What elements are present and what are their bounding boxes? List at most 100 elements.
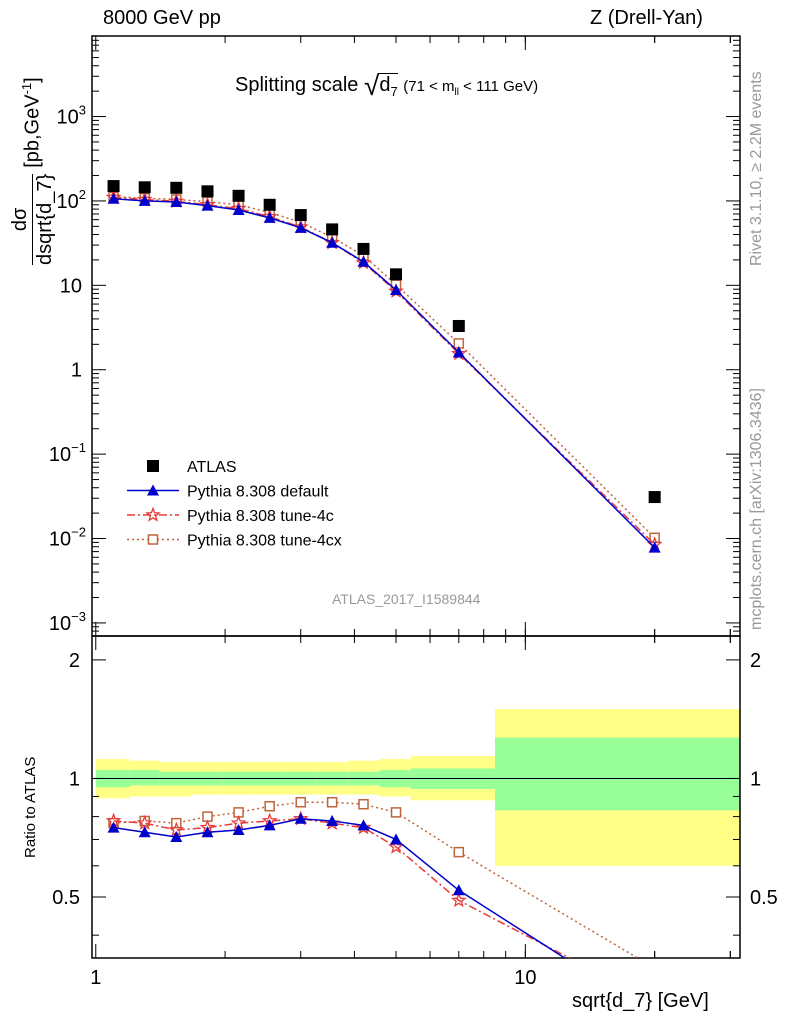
plot-title-symbol: d7 — [379, 73, 398, 99]
main-pythia-8-308-default-point — [648, 541, 661, 553]
ratio-pythia-8-308-default-point — [170, 831, 183, 843]
analysis-watermark: ATLAS_2017_I1589844 — [332, 591, 481, 607]
legend-marker — [147, 534, 159, 545]
ratio-pythia-8-308-tune-4cx-point — [390, 807, 402, 818]
legend-label: Pythia 8.308 tune-4cx — [187, 533, 342, 550]
main-atlas-point — [390, 268, 403, 281]
title-symbol-d: d — [379, 74, 391, 96]
main-atlas-point — [648, 491, 661, 504]
y-tick-label: 10 — [60, 275, 82, 297]
legend-label: Pythia 8.308 tune-4c — [187, 508, 334, 525]
ratio-pythia-8-308-default-point — [138, 826, 151, 838]
ratio-pythia-8-308-tune-4c-point — [136, 814, 153, 830]
main-pythia-8-308-default-point — [263, 211, 276, 223]
y-axis-unit-text: [pb,GeV — [21, 94, 44, 168]
y-tick-label: 103 — [57, 103, 86, 129]
ratio-y-tick-label-left: 0.5 — [52, 887, 80, 909]
main-pythia-8-308-default-point — [232, 204, 245, 216]
main-pythia-8-308-default-point — [357, 255, 370, 267]
energy-label: 8000 GeV pp — [103, 7, 221, 29]
title-range-text: (71 < m — [403, 78, 455, 95]
ratio-plot-frame — [91, 635, 741, 959]
y-axis-title: dσ dsqrt{d_7} [pb,GeV-1] — [4, 35, 60, 265]
title-range-sub: ll — [454, 87, 459, 98]
main-pythia-8-308-default-point — [294, 221, 307, 233]
ratio-pythia-8-308-default-point — [294, 812, 307, 824]
ratio-pythia-8-308-tune-4cx-point — [453, 846, 465, 858]
rivet-version-label: Rivet 3.1.10, ≥ 2.2M events — [748, 71, 765, 266]
title-range-tail: < 111 GeV) — [459, 78, 539, 95]
ratio-pythia-8-308-default-point — [263, 819, 276, 831]
main-atlas-point — [294, 209, 307, 222]
y-tick-label: 10−1 — [49, 440, 86, 466]
main-atlas-point — [232, 189, 245, 202]
title-symbol-sub: 7 — [390, 84, 398, 99]
y-tick-label: 102 — [57, 187, 86, 213]
green-band-bin — [495, 737, 740, 811]
y-axis-unit-sup: -1 — [19, 82, 35, 95]
y-tick-label: 10−3 — [49, 609, 86, 635]
legend-marker — [147, 460, 159, 472]
legend-marker — [147, 484, 159, 496]
main-atlas-point — [170, 181, 183, 194]
x-axis-title: sqrt{d_7} [GeV] — [572, 990, 709, 1012]
main-pythia-8-308-default-point — [201, 199, 214, 211]
main-pythia-8-308-default-point — [390, 284, 403, 296]
ratio-pythia-8-308-tune-4c-point — [450, 892, 467, 908]
y-tick-label: 1 — [71, 360, 82, 382]
y-axis-unit-close: ] — [21, 77, 44, 83]
ratio-pythia-8-308-tune-4cx-point — [326, 797, 338, 808]
ratio-pythia-8-308-tune-4c-point — [355, 819, 372, 835]
green-band-bin — [129, 770, 160, 786]
y-axis-numerator: dσ — [8, 207, 31, 232]
ratio-y-tick-label-left: 1 — [69, 768, 80, 790]
ratio-y-tick-label-right: 2 — [750, 650, 761, 672]
ratio-pythia-8-308-default-point — [201, 826, 214, 838]
ratio-uncertainty-bands — [92, 709, 740, 866]
ratio-pythia-8-308-default-point — [357, 819, 370, 831]
ratio-pythia-8-308-tune-4cx-point — [295, 797, 306, 808]
process-label: Z (Drell-Yan) — [590, 7, 703, 29]
legend-label: ATLAS — [187, 459, 237, 476]
y-axis-unit: [pb,GeV-1] — [19, 77, 45, 168]
ratio-pythia-8-308-default-line — [113, 818, 567, 958]
mcplots-label: mcplots.cern.ch [arXiv:1306.3436] — [748, 388, 765, 630]
main-pythia-8-308-tune-4c-line — [113, 196, 656, 546]
ratio-pythia-8-308-tune-4cx-point — [650, 964, 659, 973]
main-pythia-8-308-default-point — [107, 192, 120, 204]
ratio-y-tick-label-right: 1 — [750, 768, 761, 790]
title-range: (71 < mll < 111 GeV) — [403, 78, 539, 98]
legend-label: Pythia 8.308 default — [187, 484, 329, 501]
ratio-pythia-8-308-default-point — [107, 821, 120, 833]
main-atlas-point — [263, 198, 276, 211]
x-tick-label: 1 — [90, 967, 101, 989]
ratio-pythia-8-308-tune-4c-point — [388, 838, 404, 854]
y-axis-denominator: dsqrt{d_7} — [33, 173, 56, 265]
ratio-y-tick-label-left: 2 — [69, 650, 80, 672]
plot-title-text: Splitting scale — [235, 74, 359, 96]
ratio-pythia-8-308-tune-4c-line — [113, 818, 572, 958]
main-pythia-8-308-default-point — [326, 236, 339, 248]
ratio-pythia-8-308-default-point — [326, 814, 339, 826]
main-atlas-point — [357, 242, 370, 255]
main-pythia-8-308-default-line — [113, 198, 656, 549]
main-pythia-8-308-default-point — [170, 196, 183, 208]
y-tick-label: 10−2 — [49, 525, 86, 551]
x-tick-label: 10 — [514, 967, 536, 989]
ratio-pythia-8-308-default-point — [390, 833, 403, 845]
ratio-pythia-8-308-default-point — [232, 823, 245, 835]
main-atlas-point — [452, 319, 465, 332]
main-atlas-point — [201, 185, 214, 198]
main-atlas-point — [107, 180, 120, 193]
ratio-pythia-8-308-tune-4cx-point — [264, 800, 275, 812]
legend: ATLAS Pythia 8.308 default Pythia 8.308 tu… — [127, 459, 342, 550]
ratio-pythia-8-308-tune-4cx-point — [358, 798, 369, 810]
main-pythia-8-308-default-point — [452, 346, 465, 358]
ratio-y-axis-title: Ratio to ATLAS — [22, 756, 39, 858]
ratio-y-tick-label-right: 0.5 — [750, 887, 778, 909]
plot-title: Splitting scale √d7 (71 < mll < 111 GeV) — [235, 66, 539, 101]
ratio-pythia-8-308-default-point — [452, 884, 465, 896]
sqrt-symbol: √ — [363, 70, 380, 101]
main-atlas-point — [326, 223, 339, 236]
